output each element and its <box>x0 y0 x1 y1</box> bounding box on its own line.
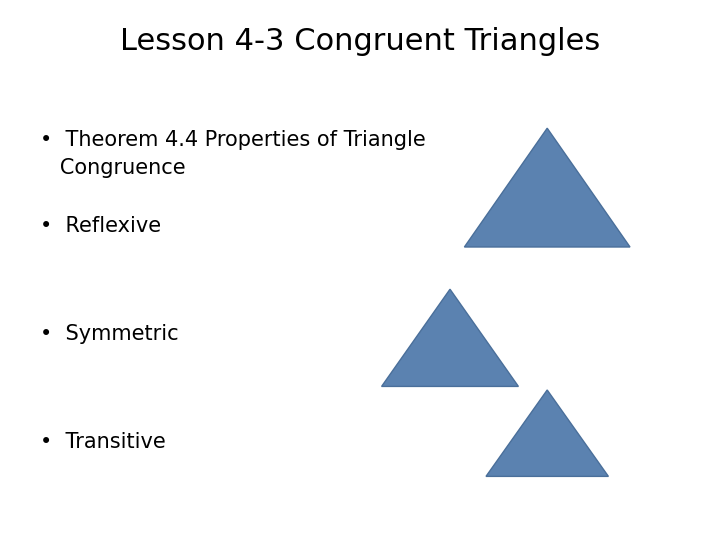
Text: •  Theorem 4.4 Properties of Triangle
   Congruence: • Theorem 4.4 Properties of Triangle Con… <box>40 130 426 178</box>
Polygon shape <box>464 128 630 247</box>
Polygon shape <box>486 390 608 476</box>
Text: •  Reflexive: • Reflexive <box>40 216 161 236</box>
Polygon shape <box>382 289 518 387</box>
Text: •  Symmetric: • Symmetric <box>40 324 179 344</box>
Text: Lesson 4-3 Congruent Triangles: Lesson 4-3 Congruent Triangles <box>120 27 600 56</box>
Text: •  Transitive: • Transitive <box>40 432 166 452</box>
